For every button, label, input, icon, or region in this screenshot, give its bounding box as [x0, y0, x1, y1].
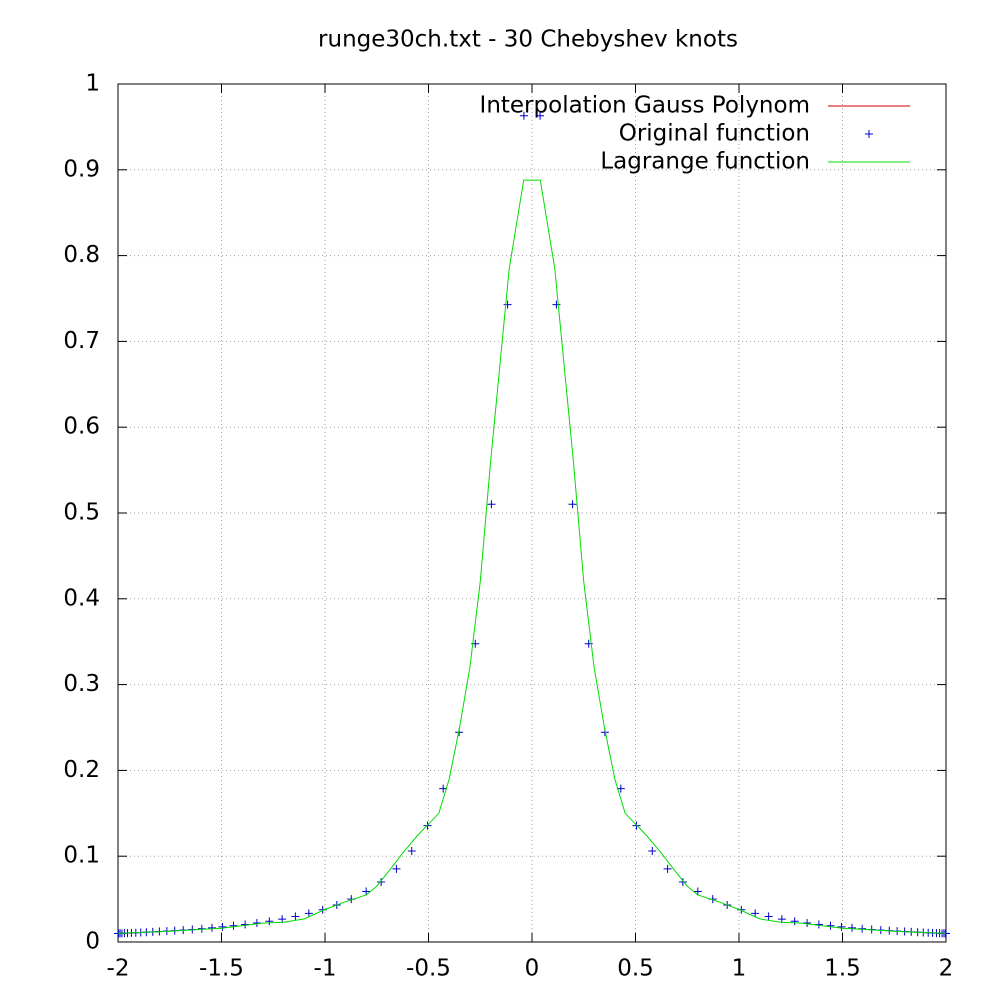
data-point	[693, 887, 702, 896]
data-point	[648, 846, 657, 855]
x-tick-label: -1	[314, 956, 337, 982]
x-tick-label: 1	[732, 956, 747, 982]
data-point	[362, 887, 371, 896]
x-tick-label: -0.5	[406, 956, 451, 982]
y-tick-label: 0.6	[63, 414, 100, 440]
data-point	[790, 917, 799, 926]
data-point	[487, 500, 496, 509]
data-point	[304, 909, 313, 918]
data-point	[568, 500, 577, 509]
x-tick-label: 0	[525, 956, 540, 982]
data-point	[826, 921, 835, 930]
y-tick-label: 1	[85, 71, 100, 97]
chart-title: runge30ch.txt - 30 Chebyshev knots	[318, 27, 738, 53]
x-tick-label: -2	[107, 956, 130, 982]
data-point	[197, 924, 206, 933]
y-tick-label: 0.7	[63, 328, 100, 354]
data-point	[291, 912, 300, 921]
data-point	[764, 912, 773, 921]
series-line	[117, 179, 947, 934]
data-point	[218, 922, 227, 931]
y-tick-label: 0.8	[63, 242, 100, 268]
data-point	[229, 921, 238, 930]
data-point	[392, 864, 401, 873]
legend-label: Lagrange function	[600, 149, 810, 175]
x-tick-label: -1.5	[199, 956, 244, 982]
legend-marker	[865, 130, 873, 138]
y-tick-label: 0.3	[63, 671, 100, 697]
data-point	[207, 923, 216, 932]
y-tick-label: 0	[85, 929, 100, 955]
x-tick-label: 1.5	[824, 956, 861, 982]
data-point	[663, 864, 672, 873]
data-point	[519, 111, 528, 120]
data-point	[503, 300, 512, 309]
data-point	[678, 877, 687, 886]
data-point	[552, 300, 561, 309]
y-tick-label: 0.4	[63, 585, 100, 611]
data-point	[858, 924, 867, 933]
y-tick-label: 0.1	[63, 843, 100, 869]
y-tick-label: 0.2	[63, 757, 100, 783]
data-point	[814, 920, 823, 929]
legend-label: Original function	[619, 121, 810, 147]
data-point	[837, 922, 846, 931]
x-tick-label: 0.5	[617, 956, 654, 982]
data-point	[241, 920, 250, 929]
data-point	[377, 877, 386, 886]
data-point	[265, 917, 274, 926]
data-point	[751, 909, 760, 918]
plot-border	[117, 83, 947, 943]
data-point	[278, 915, 287, 924]
data-point	[536, 111, 545, 120]
legend-label: Interpolation Gauss Polynom	[480, 93, 810, 119]
data-point	[407, 846, 416, 855]
x-tick-label: 2	[939, 956, 954, 982]
data-point	[777, 915, 786, 924]
data-point	[848, 923, 857, 932]
y-tick-label: 0.5	[63, 500, 100, 526]
y-tick-label: 0.9	[63, 156, 100, 182]
